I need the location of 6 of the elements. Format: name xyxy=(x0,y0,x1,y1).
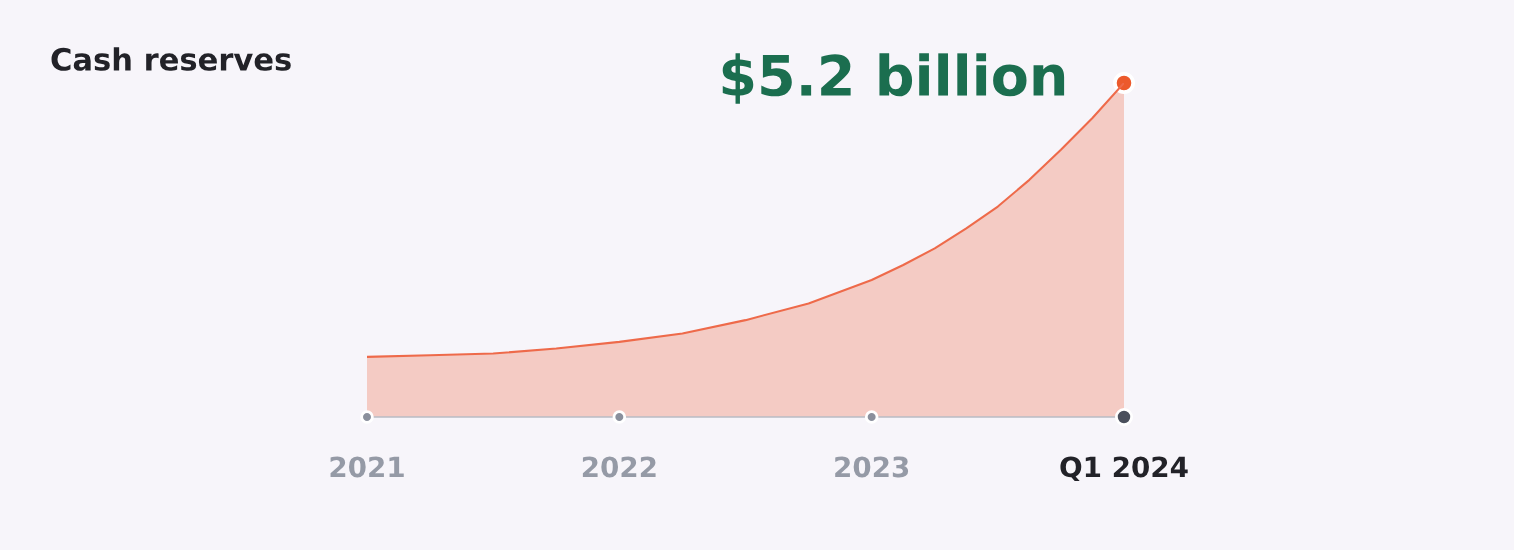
x-tick-label: 2022 xyxy=(582,456,656,478)
x-tick-label: Q1 2024 xyxy=(1060,456,1188,482)
x-tick-label: 2021 xyxy=(330,456,404,478)
annotation: $5.2 billion xyxy=(722,53,1065,104)
chart-title: Cash reserves xyxy=(51,47,291,71)
x-tick-label: 2023 xyxy=(835,456,909,478)
